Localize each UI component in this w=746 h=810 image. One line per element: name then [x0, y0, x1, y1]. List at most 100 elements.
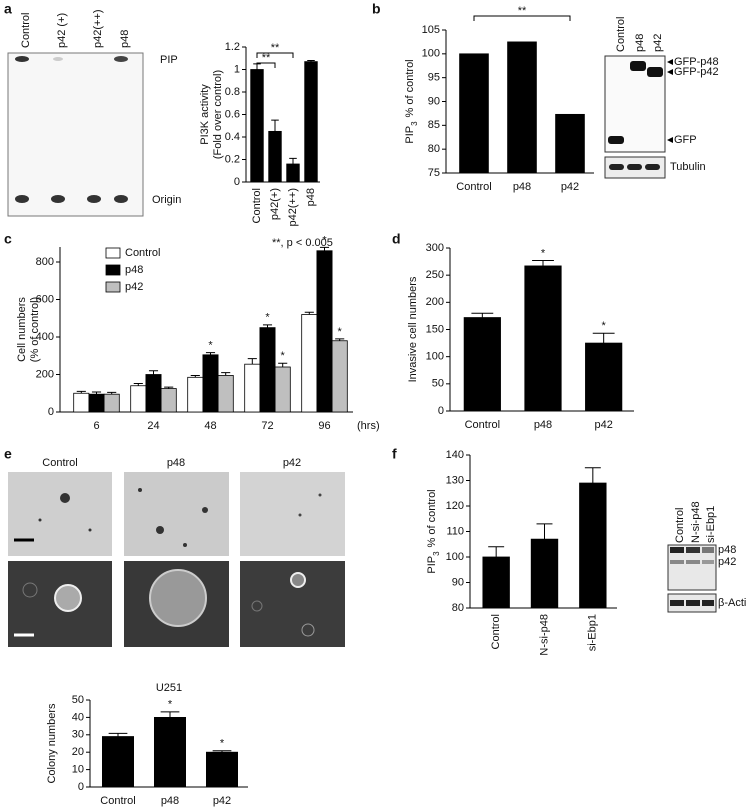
- bar: [259, 327, 276, 413]
- colony: [251, 600, 263, 612]
- x-tick-label: p42: [561, 181, 579, 193]
- panel-letter: f: [392, 446, 397, 462]
- bar: [507, 41, 537, 174]
- bar: [555, 113, 585, 174]
- error-bar: [536, 523, 553, 540]
- band: [670, 547, 684, 553]
- band-label: GFP: [674, 134, 697, 146]
- colony: [54, 584, 82, 612]
- band-label: Origin: [152, 194, 181, 206]
- y-tick-label: 80: [428, 143, 440, 155]
- error-bar: [304, 311, 314, 315]
- band: [627, 164, 642, 170]
- significance-bracket: [473, 15, 571, 21]
- x-tick-label: p48: [161, 795, 179, 807]
- y-axis-label: PIP3 % of control: [404, 59, 419, 143]
- y-axis-label-part: % of control: [404, 59, 416, 117]
- panel-letter: a: [4, 1, 12, 17]
- lane-label: N-si-p48: [690, 501, 702, 543]
- band-label: p42: [718, 556, 736, 568]
- colony: [22, 582, 38, 598]
- arrow: [667, 137, 673, 143]
- y-tick-label: 100: [426, 351, 444, 363]
- error-bar: [133, 383, 143, 386]
- colony: [298, 513, 302, 517]
- bar: [304, 61, 318, 183]
- bar: [331, 340, 348, 413]
- y-tick-label: 800: [36, 256, 54, 268]
- colony: [149, 569, 207, 627]
- error-bar: [488, 546, 505, 557]
- significance-mark: *: [322, 234, 327, 246]
- bar: [463, 317, 501, 412]
- panel-letter: e: [4, 446, 12, 462]
- significance-mark: *: [338, 326, 343, 338]
- band: [670, 600, 684, 606]
- y-tick-label: 85: [428, 119, 440, 131]
- y-tick-label: 105: [422, 24, 440, 36]
- bar: [217, 375, 234, 413]
- y-tick-label: 10: [72, 764, 84, 776]
- y-axis-label-part: PIP: [404, 126, 416, 144]
- legend-swatch: [105, 281, 121, 293]
- y-tick-label: 100: [422, 48, 440, 60]
- error-bar: [164, 386, 174, 389]
- x-tick-label: p42: [213, 795, 231, 807]
- bracket-label: **: [518, 5, 527, 17]
- error-bar: [108, 732, 128, 737]
- bar: [530, 538, 559, 609]
- x-tick-label: 48: [204, 420, 216, 432]
- lane-label: p48: [634, 34, 646, 52]
- y-tick-label: 90: [452, 576, 464, 588]
- y-tick-label: 120: [446, 500, 464, 512]
- y-tick-label: 0: [234, 176, 240, 188]
- colony: [38, 518, 42, 522]
- y-tick-label: 90: [428, 95, 440, 107]
- significance-mark: *: [168, 699, 173, 711]
- bar: [145, 374, 162, 413]
- bar: [585, 342, 623, 412]
- error-bar: [148, 370, 159, 375]
- x-axis-label: (hrs): [357, 420, 380, 432]
- colony: [301, 623, 315, 637]
- colony: [156, 526, 164, 534]
- bar: [205, 751, 238, 788]
- y-tick-label: 200: [36, 368, 54, 380]
- band: [630, 61, 646, 71]
- arrow: [667, 69, 673, 75]
- colony: [60, 493, 70, 503]
- panel-letter: c: [4, 231, 12, 247]
- images-e: Control p48 p42: [8, 457, 345, 647]
- y-tick-label: 50: [72, 694, 84, 706]
- significance-mark: *: [281, 350, 286, 362]
- band: [608, 136, 624, 144]
- bar: [103, 393, 120, 413]
- x-tick-label: 6: [93, 420, 99, 432]
- legend-swatch: [105, 264, 121, 276]
- lane-label: si-Ebp1: [705, 506, 717, 543]
- bar: [459, 53, 489, 174]
- band-label: Tubulin: [670, 161, 706, 173]
- micrograph: [240, 472, 345, 556]
- x-tick-label: Control: [100, 795, 135, 807]
- y-tick-label: 0.8: [225, 86, 240, 98]
- error-bar: [190, 374, 200, 378]
- y-tick-label: 50: [432, 378, 444, 390]
- y-axis-label: (% of control): [29, 297, 41, 362]
- error-bar: [221, 372, 231, 376]
- y-tick-label: 20: [72, 746, 84, 758]
- lane-label: p42: [652, 34, 664, 52]
- bar: [268, 130, 282, 183]
- band-label: β-Actin: [718, 597, 746, 609]
- panel-letter: b: [372, 1, 381, 17]
- y-tick-label: 1: [234, 63, 240, 75]
- panel-letter: d: [392, 231, 401, 247]
- condition-label: Control: [42, 457, 77, 469]
- colony: [88, 528, 92, 532]
- error-bar: [212, 750, 232, 753]
- y-tick-label: 0: [438, 405, 444, 417]
- lane-label: p48: [119, 30, 131, 48]
- bar: [202, 354, 219, 413]
- bracket-label: **: [262, 52, 271, 64]
- micrograph: [8, 472, 112, 556]
